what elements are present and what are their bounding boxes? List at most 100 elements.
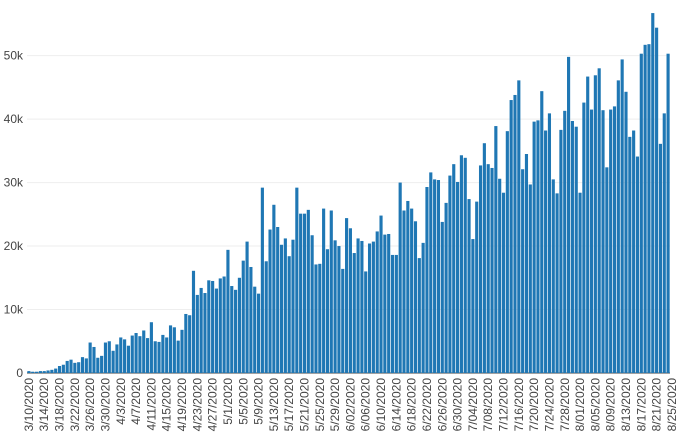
bar (222, 276, 226, 373)
x-tick-label: 6/14/2020 (389, 378, 403, 432)
bar (145, 338, 150, 373)
bar (605, 167, 609, 373)
bar (149, 322, 153, 373)
bar (138, 336, 142, 373)
bar (471, 239, 475, 373)
bar (310, 235, 314, 373)
bar (329, 210, 333, 373)
bar (475, 201, 479, 373)
bar (559, 129, 563, 373)
bar (115, 344, 119, 373)
bar (256, 293, 261, 373)
bar (337, 246, 341, 373)
bar (203, 293, 207, 373)
bar (218, 278, 222, 373)
x-tick-label: 5/25/2020 (313, 378, 327, 432)
bar (180, 329, 184, 373)
x-tick-label: 5/17/2020 (282, 378, 296, 432)
bar (628, 136, 632, 373)
bar (555, 193, 559, 373)
bar (632, 130, 636, 373)
x-tick-label: 5/1/2020 (221, 378, 235, 425)
bar (383, 234, 387, 373)
x-tick-label: 7/20/2020 (527, 378, 541, 432)
bar (513, 94, 517, 373)
x-tick-label: 6/06/2020 (359, 378, 373, 432)
bar (272, 204, 276, 373)
bar (364, 271, 368, 373)
bar (31, 371, 35, 373)
bar (612, 106, 617, 373)
x-tick-label: 5/13/2020 (267, 378, 281, 432)
bar (390, 254, 395, 373)
x-tick-label: 8/13/2020 (619, 378, 633, 432)
bar (651, 13, 655, 374)
x-tick-label: 8/25/2020 (665, 378, 679, 432)
x-tick-label: 7/16/2020 (512, 378, 526, 432)
bar (402, 210, 406, 373)
bar (314, 264, 318, 373)
bar (459, 155, 463, 373)
y-axis: 0 10k 20k 30k 40k 50k (4, 49, 24, 380)
bar (582, 102, 586, 373)
bar (567, 56, 571, 373)
x-tick-label: 3/22/2020 (68, 378, 82, 432)
bar (463, 157, 467, 373)
x-tick-label: 6/30/2020 (451, 378, 465, 432)
bar (333, 240, 337, 373)
bar (38, 371, 42, 373)
bar (433, 179, 437, 373)
bar (448, 175, 452, 373)
x-axis: 3/10/2020 3/14/2020 3/18/2020 3/22/2020 3/26… (22, 378, 679, 432)
bar (318, 263, 322, 373)
bar (379, 215, 383, 373)
bar (639, 53, 643, 373)
bar (528, 184, 532, 373)
bar (165, 337, 169, 373)
bar (643, 44, 647, 373)
y-tick-label: 40k (4, 112, 24, 126)
bar (100, 355, 104, 373)
x-tick-label: 3/10/2020 (22, 378, 36, 432)
bar (413, 221, 418, 373)
x-tick-label: 8/17/2020 (634, 378, 648, 432)
bar (80, 357, 85, 373)
bar (46, 370, 50, 373)
bar (341, 268, 345, 373)
x-tick-label: 5/5/2020 (236, 378, 250, 425)
bar (142, 330, 146, 373)
bar (306, 209, 310, 373)
bar (176, 340, 180, 373)
bar (69, 359, 73, 373)
bar (226, 249, 230, 373)
x-tick-label: 7/28/2020 (558, 378, 572, 432)
bar (536, 120, 540, 373)
bar (456, 181, 460, 373)
x-tick-label: 3/18/2020 (53, 378, 67, 432)
bar (444, 202, 448, 373)
bar (291, 239, 295, 373)
bar (501, 192, 506, 373)
bar (406, 200, 410, 373)
x-tick-label: 3/14/2020 (37, 378, 51, 432)
bar (134, 333, 138, 373)
bar (482, 143, 486, 373)
bar (172, 327, 176, 373)
bar (486, 164, 490, 373)
x-tick-label: 8/21/2020 (650, 378, 664, 432)
bar (211, 280, 215, 373)
y-tick-label: 10k (4, 303, 24, 317)
bar (586, 76, 590, 373)
bar (61, 364, 65, 373)
x-tick-label: 7/04/2020 (466, 378, 480, 432)
x-tick-label: 4/3/2020 (114, 378, 128, 425)
bar (65, 360, 69, 373)
bar (130, 335, 134, 373)
bar (505, 131, 509, 373)
bar (655, 27, 659, 374)
bar (287, 256, 291, 373)
x-tick-label: 4/11/2020 (144, 378, 158, 431)
bar (570, 120, 574, 374)
bar (467, 199, 471, 373)
bar (168, 325, 173, 373)
